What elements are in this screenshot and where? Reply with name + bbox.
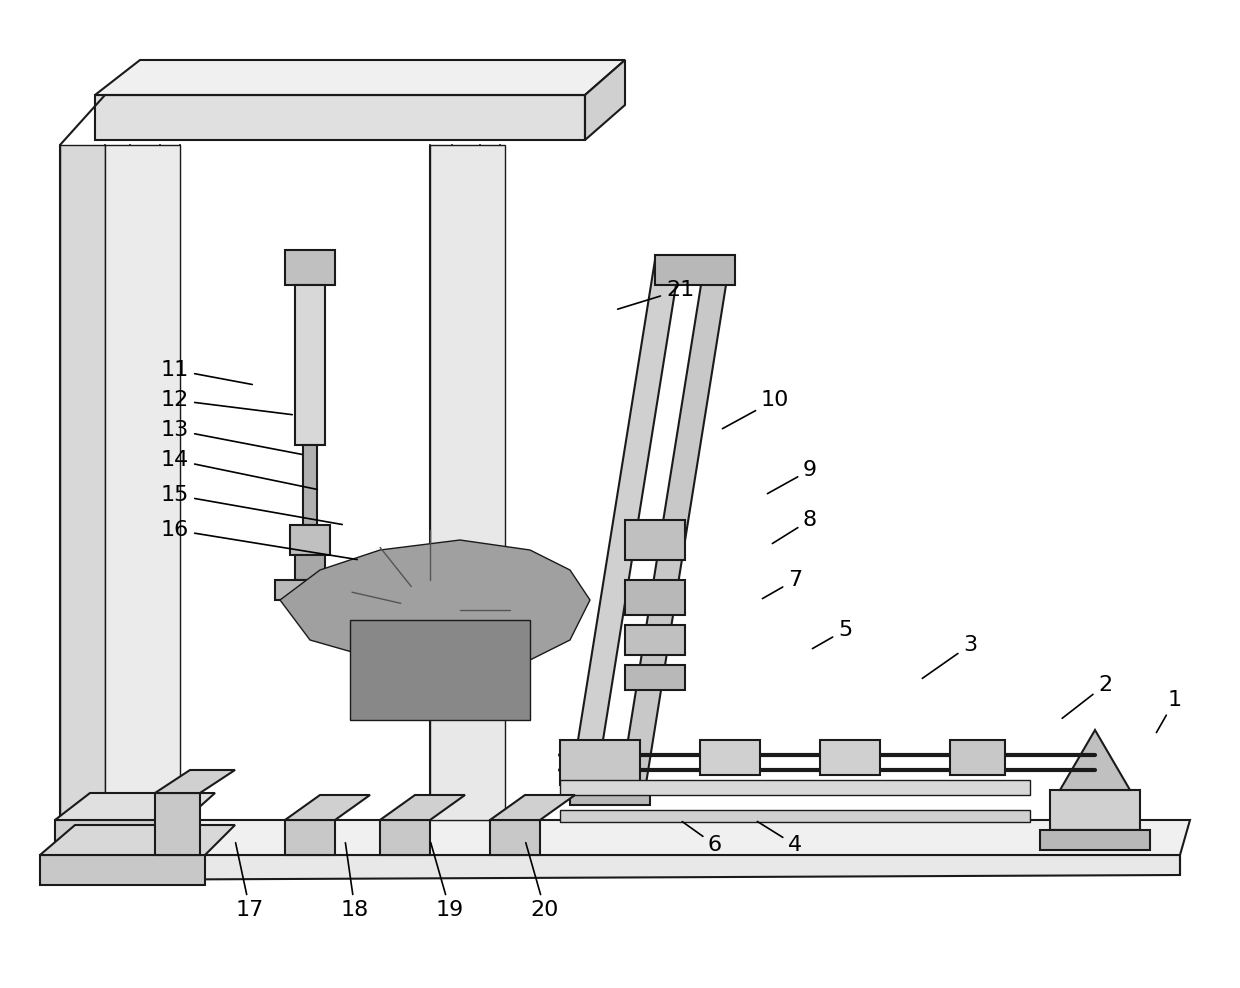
Bar <box>290 525 330 555</box>
Text: 6: 6 <box>682 822 722 855</box>
Polygon shape <box>379 820 430 855</box>
Text: 18: 18 <box>341 843 370 920</box>
Polygon shape <box>55 820 185 855</box>
Bar <box>285 250 335 285</box>
Text: 21: 21 <box>618 280 694 309</box>
Polygon shape <box>95 60 625 95</box>
Bar <box>95 95 585 140</box>
Text: 9: 9 <box>768 460 817 494</box>
Text: 17: 17 <box>236 843 264 920</box>
Text: 3: 3 <box>923 635 977 679</box>
Bar <box>625 580 684 615</box>
Text: 11: 11 <box>161 360 252 384</box>
Text: 10: 10 <box>723 390 789 429</box>
Text: 20: 20 <box>526 843 559 920</box>
Polygon shape <box>60 145 105 820</box>
Bar <box>295 285 325 445</box>
Text: 4: 4 <box>758 821 802 855</box>
Bar <box>295 555 325 580</box>
Text: 12: 12 <box>161 390 293 415</box>
Bar <box>950 740 1004 775</box>
Bar <box>701 740 760 775</box>
Bar <box>560 740 640 785</box>
Bar <box>570 785 650 805</box>
Polygon shape <box>155 770 236 793</box>
Text: 19: 19 <box>430 843 464 920</box>
Bar <box>820 740 880 775</box>
Bar <box>625 625 684 655</box>
Polygon shape <box>285 795 370 820</box>
Bar <box>560 810 1030 822</box>
Bar <box>560 780 1030 795</box>
Text: 14: 14 <box>161 450 317 489</box>
Text: 16: 16 <box>161 520 357 559</box>
Polygon shape <box>285 820 335 855</box>
Polygon shape <box>620 260 730 790</box>
Bar <box>655 255 735 285</box>
Polygon shape <box>60 820 1190 855</box>
Polygon shape <box>430 145 505 820</box>
Polygon shape <box>490 820 539 855</box>
Text: 15: 15 <box>161 485 342 525</box>
Text: 13: 13 <box>161 420 303 454</box>
Polygon shape <box>379 795 465 820</box>
Text: 8: 8 <box>773 510 817 543</box>
Text: 1: 1 <box>1157 690 1182 732</box>
Polygon shape <box>490 795 575 820</box>
Polygon shape <box>155 793 200 855</box>
Polygon shape <box>275 580 345 600</box>
Polygon shape <box>350 620 529 720</box>
Polygon shape <box>1050 790 1140 830</box>
Bar <box>1040 830 1149 850</box>
Polygon shape <box>40 825 236 855</box>
Polygon shape <box>570 260 680 790</box>
Text: 5: 5 <box>812 620 852 648</box>
Polygon shape <box>1060 730 1130 790</box>
Bar <box>40 855 205 885</box>
Bar <box>625 520 684 560</box>
Polygon shape <box>280 540 590 670</box>
Polygon shape <box>60 855 1180 880</box>
Bar <box>625 665 684 690</box>
Text: 2: 2 <box>1063 675 1112 718</box>
Polygon shape <box>55 793 215 820</box>
Polygon shape <box>585 60 625 140</box>
Polygon shape <box>105 145 180 820</box>
Bar <box>303 445 317 525</box>
Text: 7: 7 <box>763 570 802 599</box>
